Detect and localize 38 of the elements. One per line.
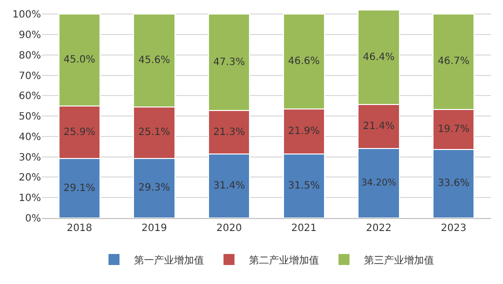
data-label: 25.9% bbox=[64, 126, 96, 138]
data-label: 45.0% bbox=[64, 54, 96, 66]
data-label: 21.9% bbox=[288, 126, 320, 137]
data-label: 25.1% bbox=[138, 127, 170, 138]
data-label: 47.3% bbox=[213, 56, 245, 68]
data-label: 31.5% bbox=[288, 180, 320, 192]
x-tick-label: 2022 bbox=[366, 223, 392, 234]
y-tick-label: 80% bbox=[18, 50, 41, 62]
y-tick-label: 90% bbox=[18, 30, 41, 41]
data-label: 45.6% bbox=[138, 55, 170, 66]
y-tick-label: 30% bbox=[18, 152, 41, 164]
data-label: 46.6% bbox=[288, 56, 320, 68]
x-tick-label: 2023 bbox=[440, 223, 466, 234]
data-label: 29.3% bbox=[138, 182, 170, 194]
data-label: 31.4% bbox=[213, 180, 245, 192]
legend-label: 第二产业增加值 bbox=[249, 254, 319, 266]
legend-label: 第一产业增加值 bbox=[134, 254, 204, 266]
data-label: 34.20% bbox=[361, 177, 397, 188]
y-tick-label: 10% bbox=[18, 193, 41, 204]
y-tick-label: 20% bbox=[18, 172, 41, 184]
data-label: 19.7% bbox=[438, 124, 470, 135]
data-label: 46.7% bbox=[438, 56, 470, 68]
legend-label: 第三产业增加值 bbox=[364, 254, 434, 266]
y-tick-label: 40% bbox=[18, 132, 41, 143]
y-tick-label: 100% bbox=[12, 10, 41, 21]
y-tick-label: 0% bbox=[25, 214, 41, 224]
data-label: 33.6% bbox=[438, 178, 470, 190]
x-tick-label: 2019 bbox=[142, 223, 167, 234]
data-label: 29.1% bbox=[64, 182, 96, 194]
x-tick-label: 2018 bbox=[66, 223, 92, 234]
data-label: 46.4% bbox=[362, 52, 395, 63]
data-label: 21.4% bbox=[362, 120, 395, 132]
y-tick-label: 70% bbox=[18, 70, 41, 82]
x-tick-label: 2020 bbox=[216, 223, 242, 234]
data-label: 21.3% bbox=[213, 126, 245, 138]
y-tick-label: 60% bbox=[18, 91, 41, 102]
x-tick-label: 2021 bbox=[291, 223, 317, 234]
y-tick-label: 50% bbox=[18, 112, 41, 123]
